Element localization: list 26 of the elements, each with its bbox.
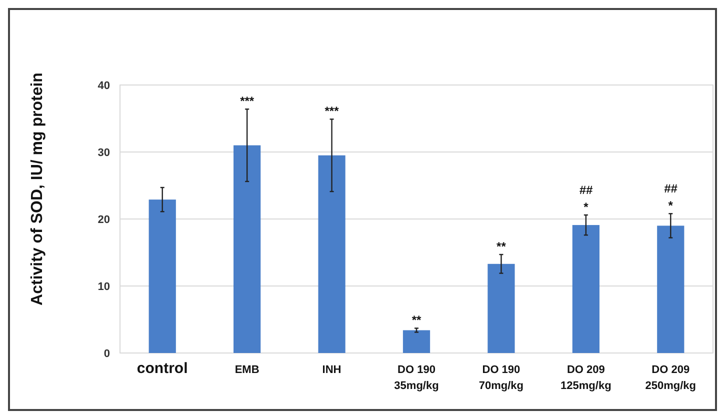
data-label: ## * [579,182,593,214]
bar [234,145,261,353]
x-tick-label: DO 209 250mg/kg [645,364,696,392]
data-label: *** [324,104,340,118]
bar [488,264,515,353]
x-tick-label: INH [322,364,342,376]
bar [572,225,600,353]
bar [148,200,176,353]
x-tick-label: DO 190 70mg/kg [478,364,524,392]
y-tick-label: 40 [98,80,110,92]
x-tick-label: DO 209 125mg/kg [560,364,612,392]
data-label: ## * [664,182,678,213]
bar [657,226,684,353]
x-tick-label: DO 190 35mg/kg [394,364,439,392]
y-tick-label: 0 [104,348,110,360]
y-tick-label: 20 [98,214,110,226]
bar [318,155,346,353]
data-label: *** [240,94,254,108]
bar [402,330,430,353]
y-axis-title: Activity of SOD, IU/ mg protein [29,72,46,306]
x-tick-label: control [136,360,188,377]
y-tick-label: 30 [98,146,110,159]
data-label: ** [412,313,422,328]
x-tick-label: EMB [234,364,260,376]
y-tick-label: 10 [98,280,110,293]
data-label: ** [496,240,506,254]
